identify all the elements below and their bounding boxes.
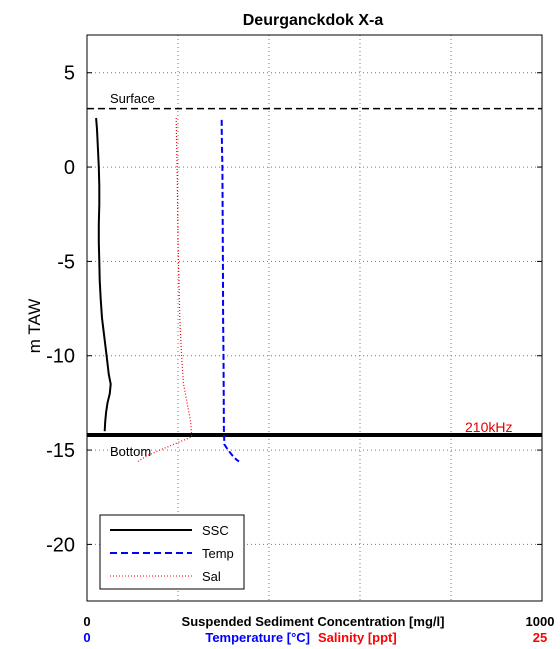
y-tick-label: -5: [57, 251, 75, 273]
legend-label-temp: Temp: [202, 546, 234, 561]
series-ssc: [95, 117, 112, 432]
x-axis-label-salinity: Salinity [ppt]: [318, 630, 397, 645]
y-tick-label: 0: [64, 157, 75, 179]
temperature-min-label: 0: [83, 630, 90, 645]
x-axis-max-label: 1000: [526, 614, 555, 629]
y-tick-label: -15: [46, 440, 75, 462]
legend: SSC Temp Sal: [99, 514, 245, 590]
bottom-label: Bottom: [110, 444, 151, 459]
legend-label-sal: Sal: [202, 569, 221, 584]
legend-label-ssc: SSC: [202, 523, 229, 538]
x-axis-label-ssc: Suspended Sediment Concentration [mg/l]: [182, 614, 445, 629]
y-axis-label: m TAW: [25, 299, 44, 353]
series-temp: [220, 119, 240, 463]
x-axis-label-temperature: Temperature [°C]: [205, 630, 310, 645]
surface-label: Surface: [110, 91, 155, 106]
plot-frame: [86, 34, 543, 602]
y-tick-label: -10: [46, 346, 75, 368]
frequency-label: 210kHz: [465, 419, 512, 435]
y-tick-label: -20: [46, 534, 75, 556]
salinity-max-label: 25: [533, 630, 547, 645]
reference-lines: [87, 107, 542, 437]
y-axis-ticks: 5 0 -5 -10 -15 -20: [46, 63, 542, 556]
chart-title: Deurganckdok X-a: [243, 12, 384, 29]
series-sal: [137, 117, 193, 462]
series-layer: [95, 117, 240, 463]
x-axis-min-label: 0: [83, 614, 90, 629]
y-tick-label: 5: [64, 63, 75, 85]
